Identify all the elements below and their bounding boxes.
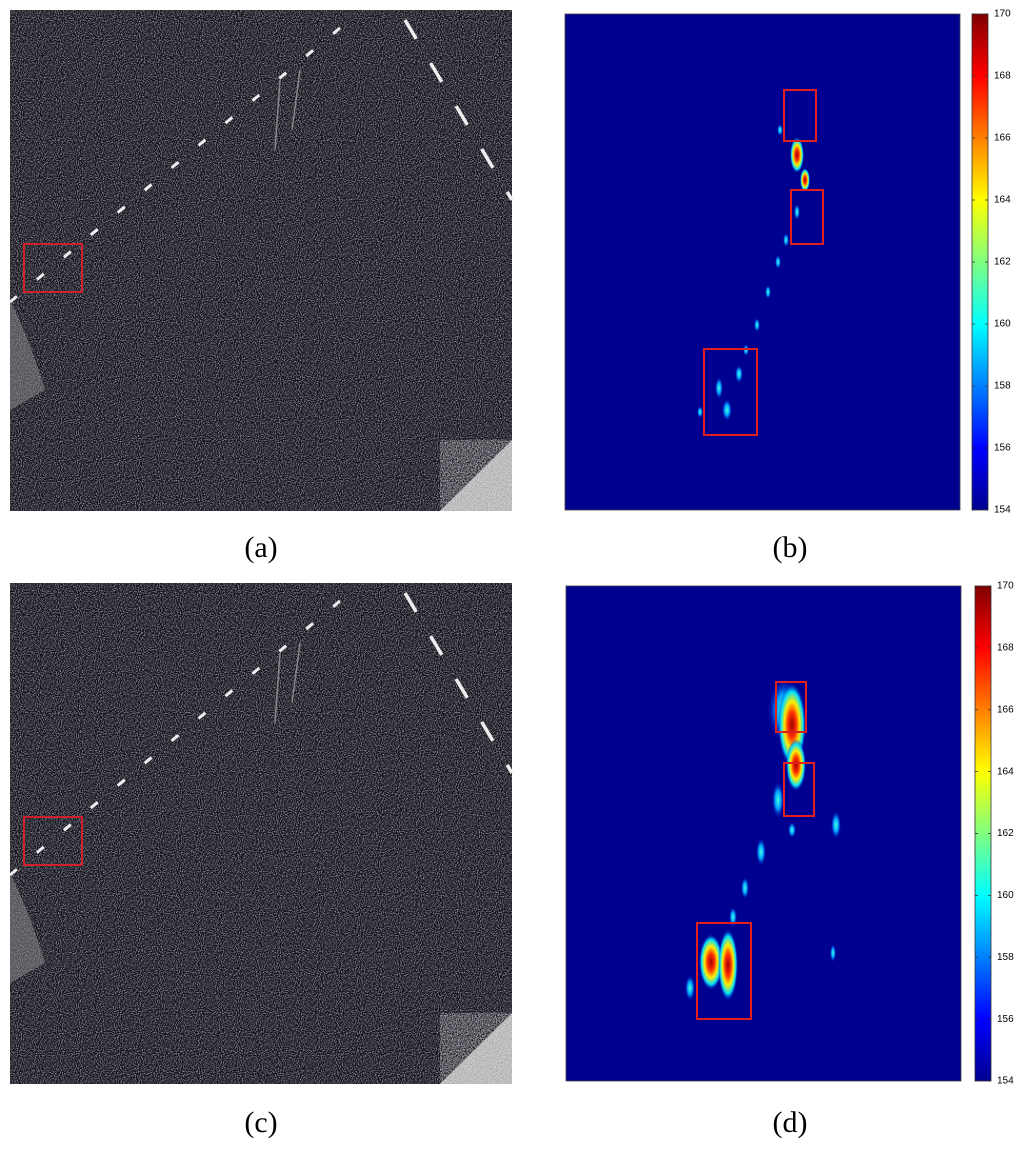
blob [788,822,796,838]
heatmap [564,13,961,511]
panel-label: (a) [244,531,277,564]
highlight-box [23,243,83,293]
sar-image [10,10,512,511]
blob [783,233,789,247]
colorbar-tick-label: 154 [994,505,1011,516]
blob [697,406,703,418]
colorbar-tick-label: 158 [994,381,1011,392]
blob [722,399,732,421]
colorbar: 154 156 158 160 162 164 166 168 170 [974,581,1014,1087]
highlight-box [23,816,83,866]
blob [777,124,783,136]
highlight-box [783,762,815,817]
colorbar-tick-label: 164 [994,195,1011,206]
blob [830,944,836,962]
blob [786,739,806,791]
colorbar-tick-label: 166 [997,704,1014,715]
blob [772,782,784,818]
blob [800,168,810,192]
highlight-box [703,348,758,436]
panel-b: 154 156 158 160 162 164 166 168 170 (b) [564,9,1011,564]
colorbar-tick-label: 156 [994,443,1011,454]
panel-a: (a) [10,10,512,564]
colorbar-tick-label: 160 [994,319,1011,330]
blob [735,365,743,383]
highlight-box [696,922,752,1020]
colorbar: 154 156 158 160 162 164 166 168 170 [971,9,1011,516]
panel-label: (c) [244,1106,277,1139]
colorbar-tick-label: 164 [997,766,1014,777]
blob [756,838,766,866]
blob [794,204,800,220]
colorbar-tick-label: 170 [994,9,1011,20]
colorbar-tick-label: 154 [997,1076,1014,1087]
blob [775,255,781,269]
blob [741,877,749,899]
highlight-box [775,681,807,733]
blob [718,929,738,1001]
colorbar-tick-label: 166 [994,133,1011,144]
blob [715,377,723,399]
highlight-box [790,189,824,245]
colorbar-tick-label: 162 [997,828,1014,839]
colorbar-tick-label: 156 [997,1014,1014,1025]
panel-label: (d) [773,1106,808,1139]
colorbar-tick-label: 170 [997,581,1014,592]
highlight-box [783,89,817,142]
colorbar-tick-label: 160 [997,890,1014,901]
panel-d: 154 156 158 160 162 164 166 168 170 (d) [565,581,1014,1139]
heatmap [565,585,962,1082]
colorbar-tick-label: 168 [994,71,1011,82]
colorbar-tick-label: 162 [994,257,1011,268]
blob [685,975,695,1001]
panel-label: (b) [773,531,808,564]
blob [831,811,841,839]
blob [790,137,804,173]
panel-c: (c) [10,583,512,1139]
sar-image [10,583,512,1084]
blob [754,318,760,332]
colorbar-tick-label: 168 [997,643,1014,654]
colorbar-tick-label: 158 [997,952,1014,963]
blob [765,285,771,299]
blob [699,934,723,990]
